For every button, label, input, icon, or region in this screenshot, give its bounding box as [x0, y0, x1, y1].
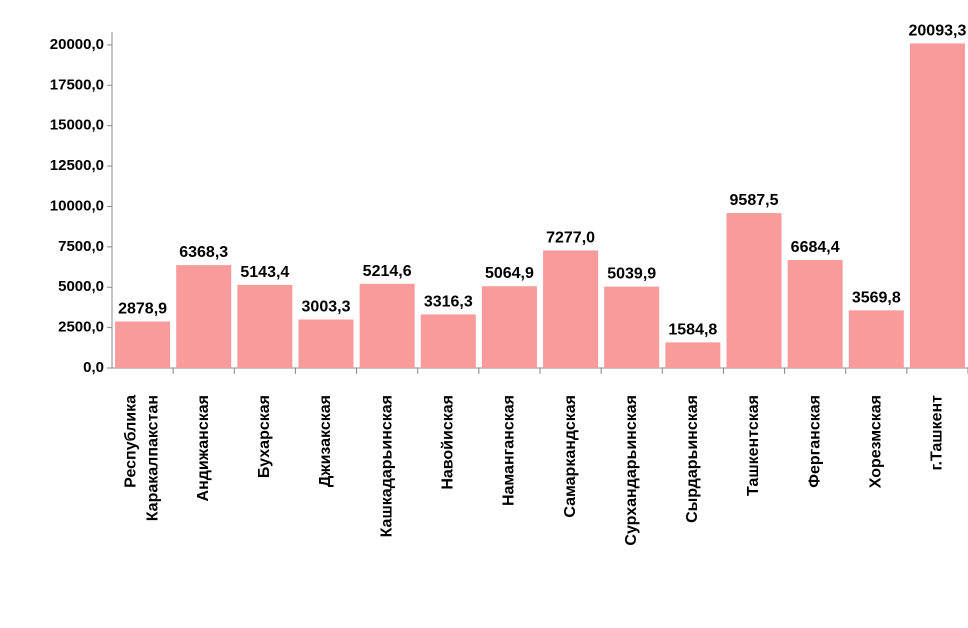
x-tick-label: Навойиская	[440, 395, 457, 490]
x-tick-label: Ферганская	[806, 395, 823, 488]
value-label: 1584,8	[668, 321, 717, 338]
y-tick-label: 15000,0	[50, 117, 104, 134]
x-tick-label: Хорезмская	[868, 395, 885, 488]
value-label: 5214,6	[363, 263, 412, 280]
bar	[420, 314, 476, 368]
value-label: 6368,3	[179, 244, 228, 261]
y-tick-label: 20000,0	[50, 36, 104, 53]
value-label: 3316,3	[424, 293, 473, 310]
x-tick-label: Ташкентская	[745, 395, 762, 496]
value-label: 5064,9	[485, 265, 534, 282]
y-tick-label: 7500,0	[58, 238, 104, 255]
bar	[237, 284, 293, 368]
value-label: 5039,9	[607, 266, 656, 283]
bar	[176, 265, 232, 368]
y-tick-label: 12500,0	[50, 157, 104, 174]
value-label: 6684,4	[791, 239, 840, 256]
x-tick-label: Кашкадарьинская	[378, 395, 395, 537]
y-tick-label: 5000,0	[58, 278, 104, 295]
value-label: 3003,3	[302, 298, 351, 315]
bar	[787, 260, 843, 368]
y-tick-label: 10000,0	[50, 197, 104, 214]
bar	[665, 342, 721, 368]
x-tick-label: Бухарская	[256, 395, 273, 478]
value-label: 3569,8	[852, 289, 901, 306]
x-tick-label: Сырдарьинская	[684, 395, 701, 523]
x-tick-label: Наманганская	[501, 395, 518, 506]
bar	[543, 250, 599, 368]
y-tick-label: 17500,0	[50, 76, 104, 93]
x-tick-label: г.Ташкент	[929, 395, 946, 471]
y-tick-label: 0,0	[83, 359, 104, 376]
bar	[115, 321, 171, 368]
x-tick-label: Сурхандарьинская	[623, 395, 640, 546]
bar	[604, 286, 660, 368]
value-label: 5143,4	[240, 264, 289, 281]
value-label: 7277,0	[546, 229, 595, 246]
bar	[481, 286, 537, 368]
y-tick-label: 2500,0	[58, 319, 104, 336]
x-tick-label: Андижанская	[195, 395, 212, 501]
x-tick-label: Республика Каракалпакстан	[123, 395, 162, 521]
value-label: 2878,9	[118, 300, 167, 317]
bar	[298, 319, 354, 368]
x-tick-label: Джизакская	[317, 395, 334, 487]
x-tick-label: Самаркандская	[562, 395, 579, 518]
bar	[909, 43, 965, 368]
bar	[726, 213, 782, 368]
value-label: 20093,3	[909, 22, 967, 39]
bar	[359, 283, 415, 368]
bar	[848, 310, 904, 368]
value-label: 9587,5	[730, 192, 779, 209]
